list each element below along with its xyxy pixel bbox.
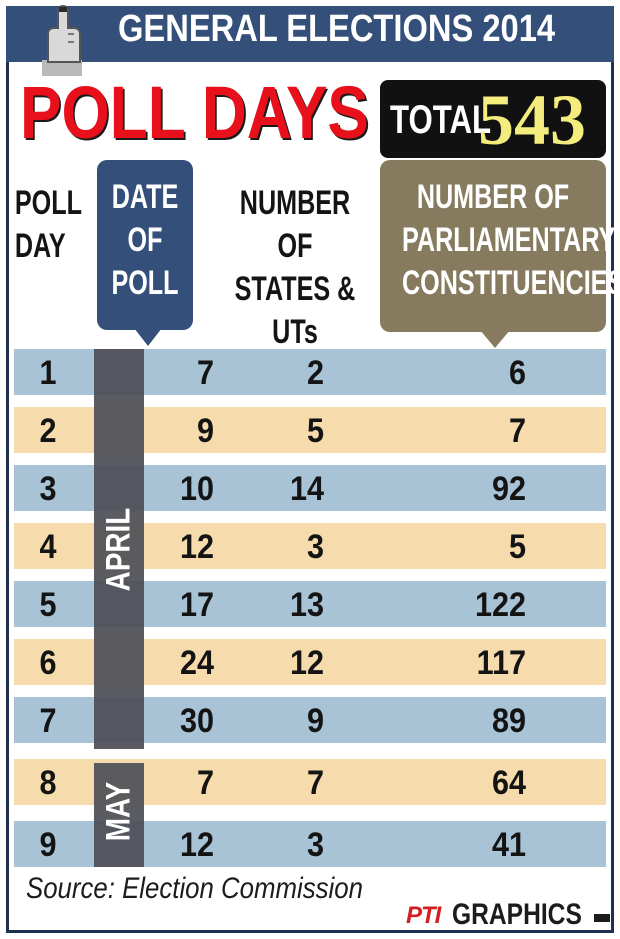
states-cell: 3 bbox=[306, 826, 324, 864]
graphics-credit: GRAPHICS bbox=[452, 898, 582, 931]
states-cell: 14 bbox=[289, 470, 324, 508]
poll-day-cell: 5 bbox=[39, 586, 57, 624]
date-header-box bbox=[97, 160, 193, 330]
poll-day-cell: 3 bbox=[39, 470, 57, 508]
constituencies-cell: 117 bbox=[476, 644, 526, 682]
constituencies-cell: 92 bbox=[491, 470, 526, 508]
states-cell: 7 bbox=[306, 764, 324, 802]
constituencies-header-pointer bbox=[480, 330, 510, 348]
poll-day-cell: 1 bbox=[39, 354, 57, 392]
states-cell: 2 bbox=[306, 354, 324, 392]
pti-logo: PTI bbox=[406, 902, 441, 929]
states-cell: 5 bbox=[306, 412, 324, 450]
states-cell: 9 bbox=[306, 702, 324, 740]
constituencies-cell: 7 bbox=[508, 412, 526, 450]
total-label: TOTAL bbox=[390, 98, 492, 142]
states-cell: 12 bbox=[289, 644, 324, 682]
poll-day-cell: 9 bbox=[39, 826, 57, 864]
constituencies-header-box bbox=[380, 160, 606, 332]
poll-day-cell: 7 bbox=[39, 702, 57, 740]
credit-dash bbox=[594, 914, 610, 922]
header-title: GENERAL ELECTIONS 2014 bbox=[118, 8, 556, 50]
headline: POLL DAYS bbox=[20, 71, 369, 154]
poll-day-cell: 8 bbox=[39, 764, 57, 802]
date-cell: 9 bbox=[196, 412, 214, 450]
april-band bbox=[94, 349, 144, 749]
states-cell: 13 bbox=[289, 586, 324, 624]
column-header-states: NUMBER OF STATES & UTs bbox=[234, 184, 356, 351]
date-cell: 7 bbox=[196, 764, 214, 802]
source-note: Source: Election Commission bbox=[26, 872, 363, 905]
poll-day-cell: 2 bbox=[39, 412, 57, 450]
date-header-pointer bbox=[134, 328, 162, 346]
constituencies-cell: 64 bbox=[491, 764, 526, 802]
date-cell: 12 bbox=[179, 528, 214, 566]
may-band bbox=[94, 763, 144, 867]
date-cell: 17 bbox=[179, 586, 214, 624]
constituencies-cell: 89 bbox=[491, 702, 526, 740]
month-label-may: MAY bbox=[99, 781, 138, 842]
date-cell: 7 bbox=[196, 354, 214, 392]
date-cell: 10 bbox=[179, 470, 214, 508]
date-cell: 12 bbox=[179, 826, 214, 864]
column-header-date: DATE OF POLL bbox=[111, 178, 179, 302]
column-header-poll-day: POLL DAY bbox=[14, 184, 82, 265]
poll-day-cell: 4 bbox=[39, 528, 57, 566]
month-label-april: APRIL bbox=[99, 507, 138, 592]
date-cell: 30 bbox=[179, 702, 214, 740]
constituencies-cell: 41 bbox=[491, 826, 526, 864]
constituencies-cell: 122 bbox=[474, 586, 526, 624]
header-banner bbox=[6, 6, 614, 62]
total-value: 543 bbox=[478, 80, 586, 160]
column-header-constituencies: NUMBER OF PARLIAMENTARY CONSTITUENCIES bbox=[401, 178, 620, 302]
voting-hand-icon bbox=[42, 4, 82, 76]
poll-day-cell: 6 bbox=[39, 644, 57, 682]
total-box bbox=[380, 80, 606, 158]
states-cell: 3 bbox=[306, 528, 324, 566]
constituencies-cell: 6 bbox=[508, 354, 526, 392]
date-cell: 24 bbox=[179, 644, 214, 682]
constituencies-cell: 5 bbox=[508, 528, 526, 566]
